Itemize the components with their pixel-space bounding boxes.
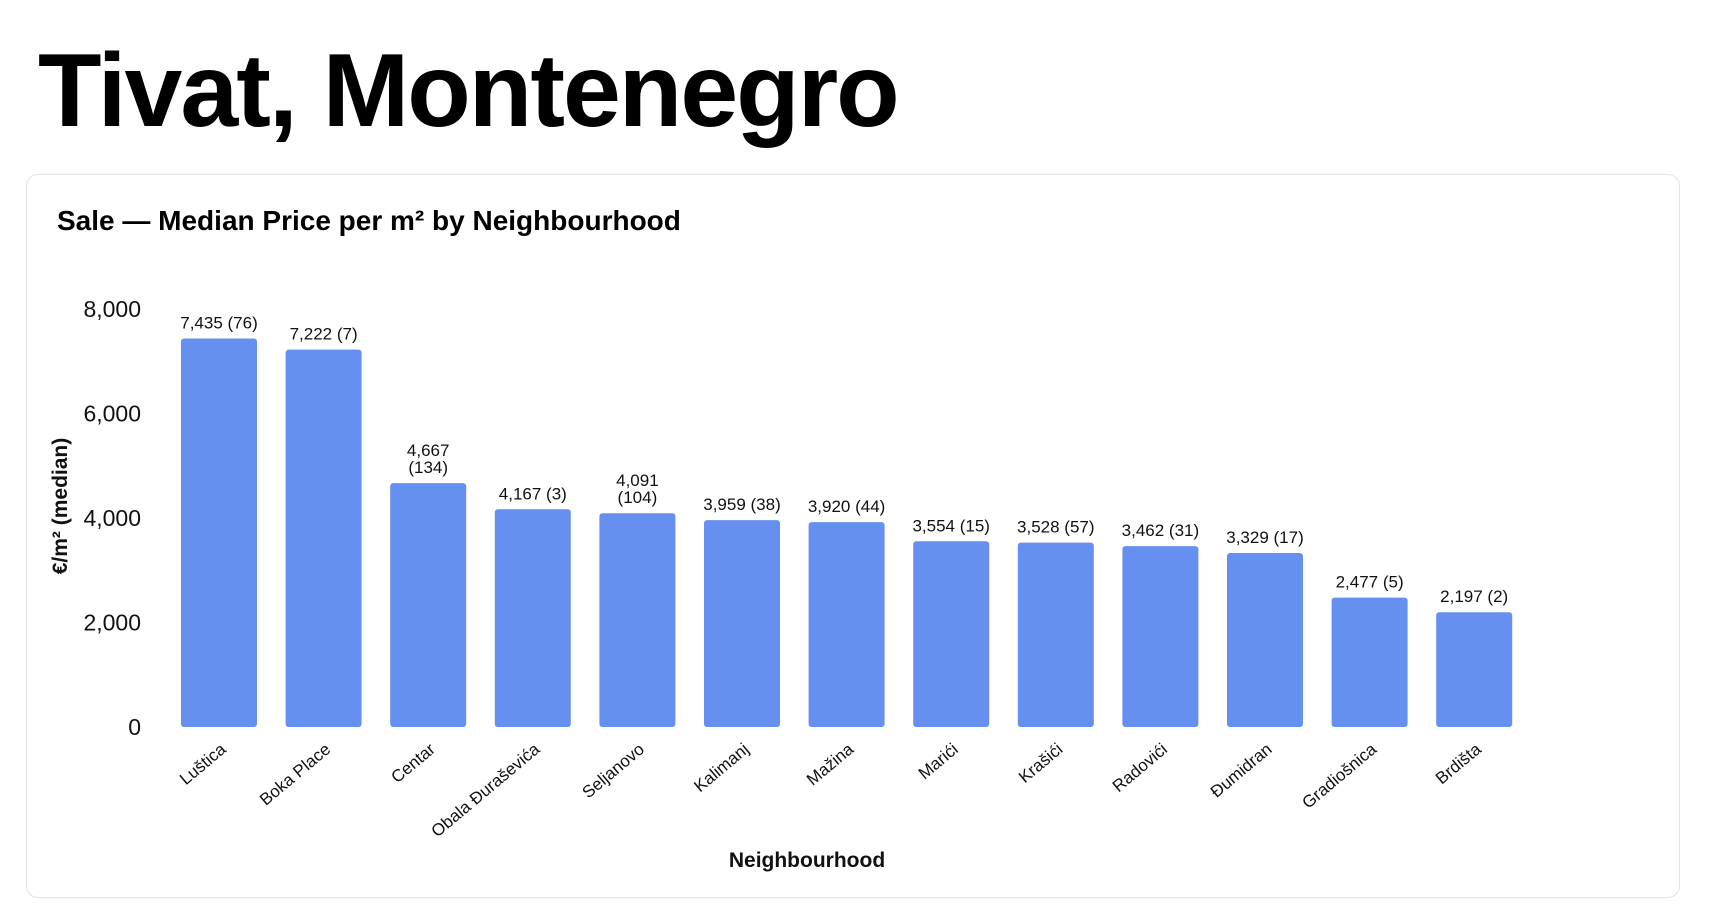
x-tick-label: Kalimanj bbox=[690, 740, 752, 796]
bar-data-label: 2,477 (5) bbox=[1336, 573, 1404, 592]
x-tick-label: Boka Place bbox=[256, 740, 334, 810]
bar bbox=[913, 541, 990, 727]
x-tick-label: Radovići bbox=[1109, 740, 1171, 796]
bar bbox=[1436, 612, 1513, 727]
bar bbox=[808, 522, 885, 727]
bar bbox=[704, 520, 780, 727]
y-axis-title: €/m² (median) bbox=[49, 438, 72, 575]
bar-data-label: 4,667 bbox=[407, 441, 450, 460]
bars bbox=[181, 338, 1513, 727]
y-axis: 0 2,000 4,000 6,000 8,000 bbox=[83, 296, 141, 740]
y-tick-label: 4,000 bbox=[83, 505, 141, 531]
bar-data-label: 3,528 (57) bbox=[1017, 518, 1095, 537]
x-tick-label: Luštica bbox=[176, 739, 230, 789]
page-title: Tivat, Montenegro bbox=[38, 33, 900, 149]
x-tick-label: Mažina bbox=[803, 739, 858, 789]
bar-labels: 7,435 (76) 7,222 (7) 4,667(134) 4,167 (3) 4,… bbox=[180, 314, 1508, 607]
bar-data-label: 7,222 (7) bbox=[290, 325, 358, 344]
bar-data-label: (104) bbox=[618, 488, 658, 507]
bar bbox=[494, 509, 571, 727]
bar bbox=[285, 349, 362, 727]
bar bbox=[599, 513, 676, 727]
bar bbox=[1122, 546, 1199, 727]
bar-data-label: 3,329 (17) bbox=[1226, 528, 1304, 547]
bar bbox=[1227, 553, 1303, 727]
bar bbox=[1017, 542, 1094, 727]
bar-data-label: 7,435 (76) bbox=[180, 314, 258, 333]
bar-data-label: 3,920 (44) bbox=[808, 497, 886, 516]
bar-chart: 0 2,000 4,000 6,000 8,000 7,435 (76) 7,222 (7… bbox=[49, 296, 1513, 872]
x-tick-label: Gradiošnica bbox=[1298, 739, 1380, 812]
bar bbox=[1331, 597, 1408, 727]
bar-data-label: 2,197 (2) bbox=[1440, 587, 1508, 606]
bar-data-label: 3,462 (31) bbox=[1122, 521, 1200, 540]
x-tick-label: Centar bbox=[387, 739, 439, 787]
bar-data-label: 4,167 (3) bbox=[499, 484, 567, 503]
bar-data-label: 3,959 (38) bbox=[703, 495, 781, 514]
x-tick-label: Obala Đuraševića bbox=[428, 739, 544, 841]
x-tick-label: Krašići bbox=[1015, 740, 1066, 787]
x-tick-label: Marići bbox=[915, 740, 962, 784]
bar-data-label: (134) bbox=[408, 458, 448, 477]
bar-data-label: 3,554 (15) bbox=[912, 516, 990, 535]
x-tick-label: Brdišta bbox=[1432, 739, 1485, 788]
bar bbox=[181, 338, 257, 727]
x-tick-label: Seljanovo bbox=[579, 740, 648, 803]
y-tick-label: 0 bbox=[128, 714, 141, 740]
chart-title: Sale — Median Price per m² by Neighbourh… bbox=[57, 205, 681, 236]
chart-card: Sale — Median Price per m² by Neighbourh… bbox=[26, 174, 1680, 898]
y-tick-label: 8,000 bbox=[83, 296, 141, 322]
x-axis-title: Neighbourhood bbox=[729, 849, 885, 872]
y-tick-label: 2,000 bbox=[83, 610, 141, 636]
bar bbox=[390, 483, 467, 727]
x-tick-label: Đumidran bbox=[1207, 740, 1276, 802]
bar-data-label: 4,091 bbox=[616, 471, 659, 490]
y-tick-label: 6,000 bbox=[83, 401, 141, 427]
